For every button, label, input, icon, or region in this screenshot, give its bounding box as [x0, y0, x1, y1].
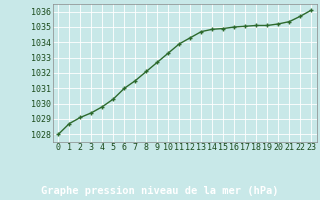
Text: Graphe pression niveau de la mer (hPa): Graphe pression niveau de la mer (hPa) — [41, 186, 279, 196]
